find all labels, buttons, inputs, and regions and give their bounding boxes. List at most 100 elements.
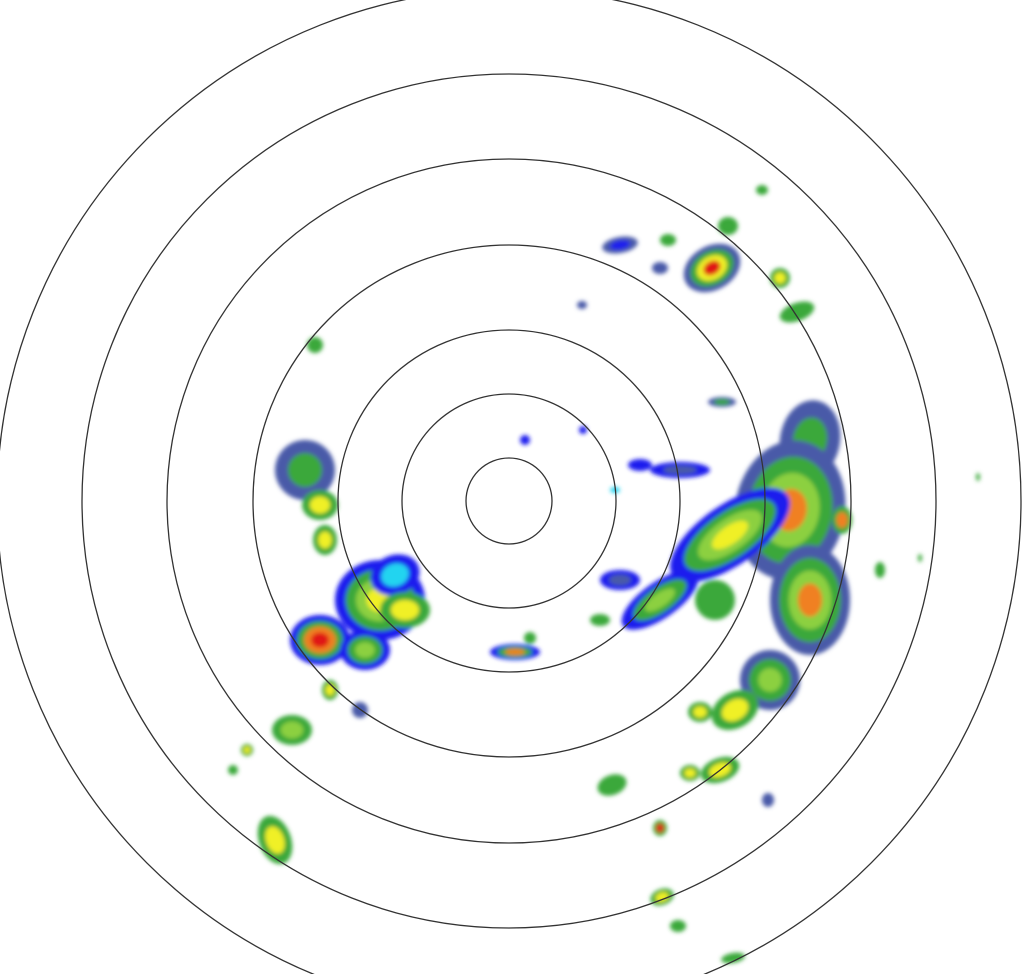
echo-weak [663, 465, 697, 475]
echo-cell [683, 243, 741, 293]
echo-weak [652, 262, 668, 274]
echo-heavy [505, 648, 525, 656]
echo-cell [370, 554, 420, 596]
echo-cell [680, 765, 700, 781]
echo-moderate [779, 301, 815, 323]
echo-cell [740, 650, 800, 710]
echo-cell [918, 554, 922, 562]
echo-cell [590, 614, 610, 626]
echo-cell [650, 462, 710, 478]
echo-moderate [660, 234, 676, 246]
echo-moderate [918, 554, 922, 562]
echo-cell [770, 545, 850, 655]
range-ring-2 [401, 393, 617, 609]
echo-moderate [721, 952, 745, 964]
echo-cell [711, 690, 759, 730]
echo-cell [660, 234, 676, 246]
echo-strong [318, 531, 332, 549]
echo-cell [290, 615, 350, 665]
echo-cell [490, 644, 540, 660]
echo-cell [307, 337, 323, 353]
echo-moderate [597, 774, 627, 796]
echo-strong [390, 599, 420, 621]
echo-light [628, 459, 652, 471]
echo-cell [770, 268, 790, 288]
echo-strong [265, 826, 285, 854]
echo-cell [670, 920, 686, 932]
echo-cell [779, 301, 815, 323]
echo-moderate-strong [280, 721, 304, 739]
echo-light [609, 240, 631, 250]
echo-cell [695, 580, 735, 620]
echo-strong [774, 272, 786, 284]
echo-cell [756, 185, 768, 195]
echo-cell [602, 236, 638, 254]
echo-intense [656, 823, 664, 833]
range-ring-5 [166, 158, 852, 844]
range-ring-4 [252, 244, 766, 758]
echo-cell [322, 680, 338, 700]
echo-weak [577, 301, 587, 309]
echo-cell [670, 487, 790, 583]
echo-cell [313, 525, 337, 555]
echo-cell [832, 506, 852, 534]
echo-moderate [307, 337, 323, 353]
echo-moderate-strong [644, 588, 676, 612]
echo-strong [243, 746, 251, 754]
echo-cell [275, 440, 335, 500]
echo-light [520, 435, 530, 445]
range-ring-1 [465, 457, 553, 545]
echo-moderate [288, 453, 322, 487]
echo-cell [228, 765, 238, 775]
echo-moderate [718, 217, 738, 235]
echo-cell [577, 301, 587, 309]
echo-cell [302, 490, 338, 520]
echo-cell [688, 702, 712, 722]
echo-moderate [976, 473, 980, 481]
echo-moderate [590, 614, 610, 626]
echo-weak [608, 574, 632, 586]
echo-cell [520, 435, 530, 445]
echo-cell [708, 397, 736, 407]
echo-cell [579, 426, 587, 434]
echo-cell [524, 632, 536, 644]
echo-cell [718, 217, 738, 235]
echo-moderate [670, 920, 686, 932]
echo-strong [325, 684, 335, 696]
echo-cell [272, 715, 312, 745]
echo-strong [309, 496, 331, 514]
echo-light [579, 426, 587, 434]
echo-intense [703, 260, 721, 276]
echo-cell [241, 744, 253, 756]
echo-cell [628, 459, 652, 471]
echo-cell [652, 262, 668, 274]
echo-strong [721, 698, 749, 722]
echo-cell [653, 820, 667, 836]
echo-cell [976, 473, 980, 481]
echo-cell [875, 562, 885, 578]
echo-moderate [875, 562, 885, 578]
echo-cell [721, 952, 745, 964]
range-ring-3 [337, 329, 681, 673]
echo-moderate [756, 185, 768, 195]
echo-very-light [381, 563, 409, 587]
echo-weak [762, 793, 774, 807]
echo-heavy [836, 512, 848, 528]
echo-cell [762, 793, 774, 807]
echo-strong [711, 520, 749, 550]
echo-moderate [228, 765, 238, 775]
echo-strong [693, 706, 707, 718]
echo-cell [621, 570, 699, 630]
echo-cell [597, 774, 627, 796]
echo-moderate [695, 580, 735, 620]
echo-strong [655, 892, 669, 902]
echo-intense [310, 632, 330, 648]
echo-moderate-strong [758, 668, 782, 692]
echo-heavy [797, 583, 823, 617]
echo-moderate-strong [355, 642, 375, 658]
echo-cell [600, 570, 640, 590]
